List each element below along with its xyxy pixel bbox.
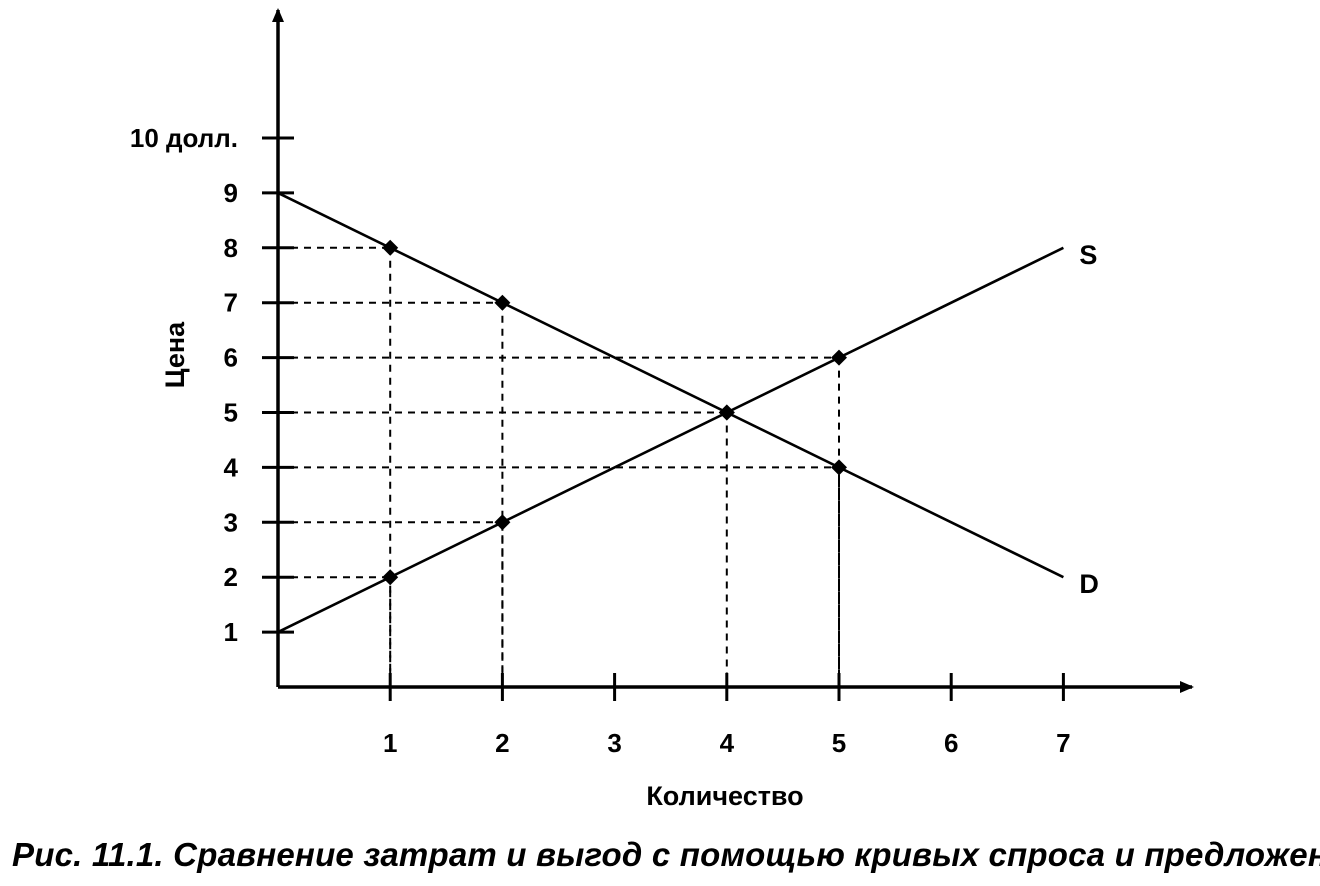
- x-tick-label: 2: [495, 728, 509, 758]
- y-tick-label: 6: [224, 343, 238, 373]
- y-tick-label: 1: [224, 617, 238, 647]
- y-tick-label: 2: [224, 562, 238, 592]
- y-tick-label: 9: [224, 178, 238, 208]
- tick-labels: 1 2 3 4 5 6 7 8 9 10 долл. 1 2 3 4 5 6 7 Количество Цена S D: [130, 123, 1099, 811]
- y-tick-label: 4: [224, 452, 239, 482]
- x-tick-label: 4: [720, 728, 735, 758]
- data-point-S: [831, 349, 847, 366]
- series-line-S: [277, 246, 1064, 634]
- data-point-D: [494, 294, 511, 311]
- x-tick-label: 5: [832, 728, 846, 758]
- figure-caption: Рис. 11.1. Сравнение затрат и выгод с по…: [12, 836, 1320, 873]
- y-tick-label: 8: [224, 233, 238, 263]
- data-point-D: [718, 404, 735, 421]
- axes: [262, 8, 1194, 701]
- data-point-S: [494, 514, 511, 531]
- data-point-S: [382, 569, 399, 586]
- x-tick-label: 6: [944, 728, 958, 758]
- dashed-guides: [278, 246, 840, 687]
- point-markers: [382, 239, 847, 586]
- y-tick-label: 5: [224, 398, 238, 428]
- data-point-D: [831, 459, 847, 476]
- x-tick-label: 7: [1056, 728, 1070, 758]
- x-tick-label: 3: [607, 728, 621, 758]
- series-line-D: [277, 191, 1064, 579]
- series-label-D: D: [1079, 569, 1099, 599]
- data-point-D: [382, 239, 399, 256]
- y-tick-label: 7: [224, 288, 238, 318]
- curves: [277, 191, 1064, 634]
- y-tick-label: 10 долл.: [130, 123, 238, 153]
- y-axis-title: Цена: [160, 321, 190, 388]
- x-axis-title: Количество: [646, 781, 803, 811]
- x-tick-label: 1: [383, 728, 397, 758]
- y-tick-label: 3: [224, 507, 238, 537]
- series-label-S: S: [1079, 240, 1097, 270]
